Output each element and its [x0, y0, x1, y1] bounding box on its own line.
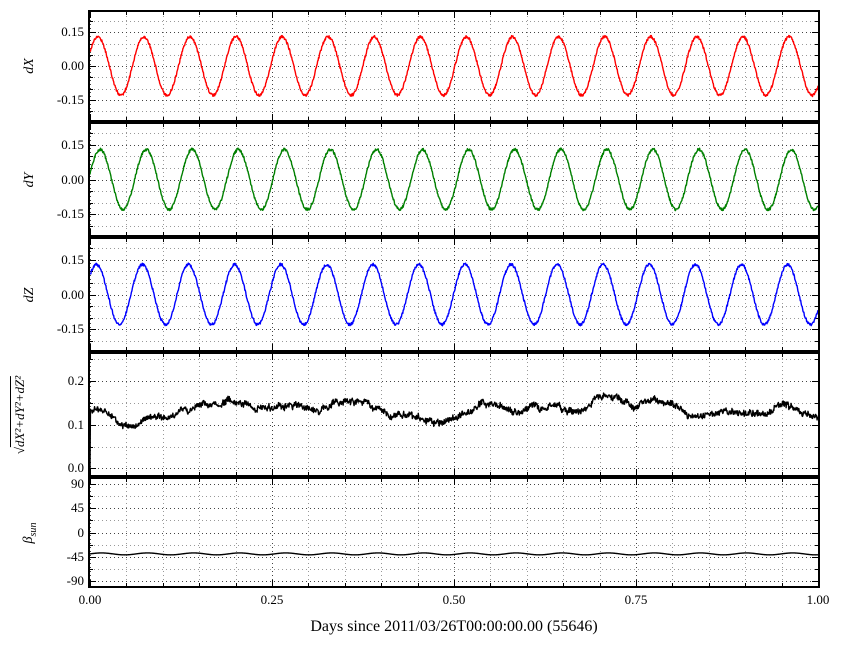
y-tick-label-beta-45: 45 [71, 500, 84, 516]
y-tick-label-dZ--0.15: -0.15 [56, 321, 84, 337]
y-axis-label-mag: √dX²+dY²+dZ² [10, 375, 27, 454]
subplot-dY-canvas [90, 124, 818, 235]
y-axis-label-dX: dX [22, 58, 37, 74]
y-tick-label-dZ-0.15: 0.15 [61, 251, 84, 267]
y-tick-label-beta--45: -45 [66, 548, 84, 564]
y-tick-label-mag-0.2: 0.2 [67, 373, 84, 389]
y-axis-label-beta: βsun [21, 522, 39, 543]
subplot-dZ-canvas [90, 239, 818, 350]
x-tick-label-0.75: 0.75 [624, 592, 648, 607]
subplot-magnitude [88, 352, 820, 477]
y-tick-label-dX--0.15: -0.15 [56, 91, 84, 107]
y-tick-label-mag-0.0: 0.0 [67, 460, 84, 476]
x-tick-label-0.50: 0.50 [442, 592, 466, 607]
y-axis-label-dY: dY [22, 172, 37, 187]
subplot-dX-canvas [90, 12, 818, 120]
y-tick-label-dY--0.15: -0.15 [56, 206, 84, 222]
subplot-dX [88, 10, 820, 122]
x-tick-label-0.00: 0.00 [78, 592, 102, 607]
y-tick-label-dY-0.00: 0.00 [61, 171, 84, 187]
y-axis-label-dZ: dZ [22, 287, 37, 302]
subplot-magnitude-canvas [90, 354, 818, 475]
subplot-beta-sun-canvas [90, 479, 818, 586]
subplot-beta-sun [88, 477, 820, 588]
y-tick-label-dZ-0.00: 0.00 [61, 286, 84, 302]
x-tick-label-0.25: 0.25 [260, 592, 284, 607]
x-axis-label: Days since 2011/03/26T00:00:00.00 (55646… [310, 618, 598, 635]
y-tick-label-beta-90: 90 [71, 476, 84, 492]
y-tick-label-beta--90: -90 [66, 572, 84, 588]
x-tick-label-1.00: 1.00 [806, 592, 830, 607]
y-tick-label-beta-0: 0 [77, 524, 85, 540]
subplot-dY [88, 122, 820, 237]
y-tick-label-dX-0.00: 0.00 [61, 58, 84, 73]
y-tick-label-dX-0.15: 0.15 [61, 24, 84, 40]
subplot-dZ [88, 237, 820, 352]
y-tick-label-dY-0.15: 0.15 [61, 136, 84, 152]
y-tick-label-mag-0.1: 0.1 [67, 416, 84, 432]
